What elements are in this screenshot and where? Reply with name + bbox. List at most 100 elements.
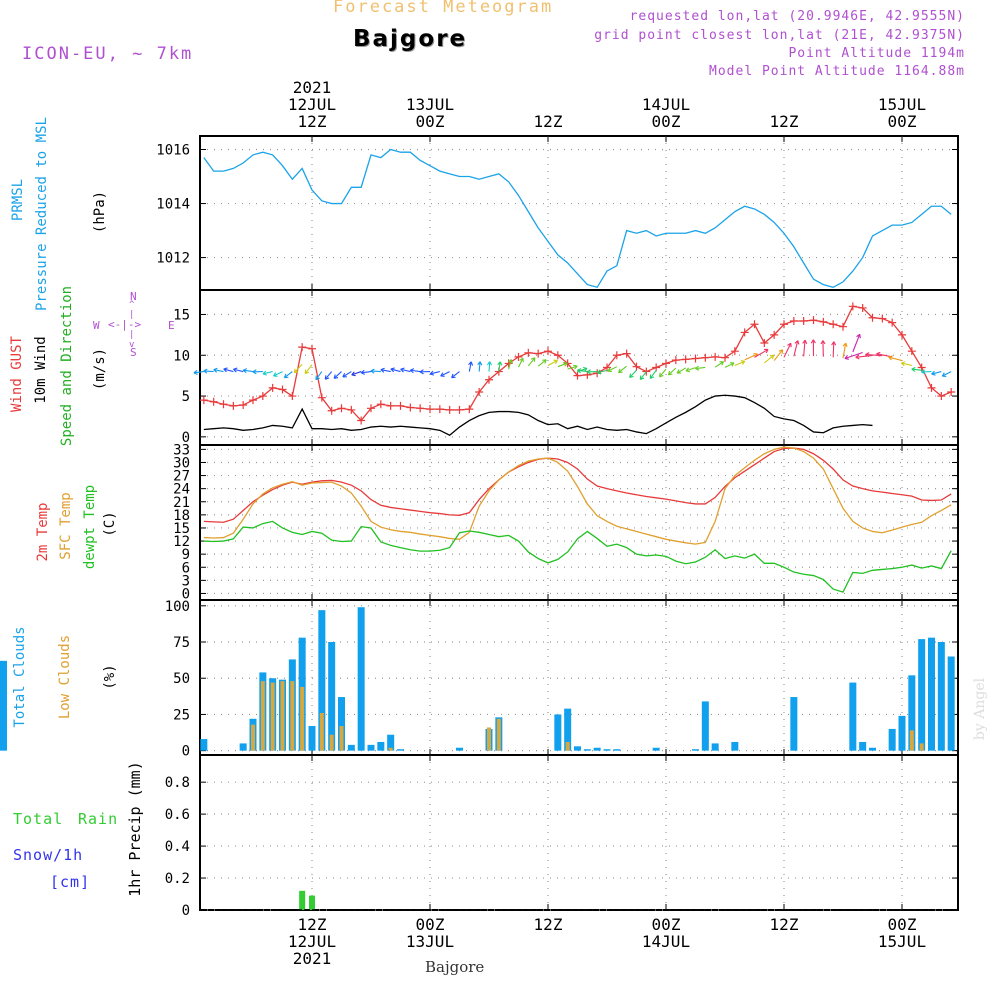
point-altitude: Point Altitude 1194m <box>788 46 965 61</box>
wind-arrow <box>557 362 568 368</box>
wind-arrow-head <box>324 375 330 380</box>
wind-arrow-head <box>667 370 673 376</box>
wind-arrow-head <box>856 333 861 339</box>
compass-n: N <box>130 290 137 303</box>
y-tick-label: 15 <box>173 307 190 323</box>
wind-arrow <box>193 371 204 374</box>
wind-arrow-head <box>639 375 645 381</box>
wind-arrow-head <box>468 361 474 366</box>
panel-frame-temp <box>199 444 959 601</box>
bar-total-clouds <box>908 675 916 751</box>
wind-arrow-head <box>440 372 445 377</box>
wind-arrow-head <box>844 355 849 360</box>
wind-arrow <box>315 371 323 380</box>
x-top-label: 14JUL <box>642 95 690 114</box>
bar-total-clouds <box>239 743 247 751</box>
x-top-label: 13JUL <box>406 95 454 114</box>
wind-arrow-head <box>409 368 415 374</box>
gust-marker <box>524 348 533 357</box>
y-tick-label: 50 <box>173 671 190 687</box>
panel-frame-wind <box>199 289 959 446</box>
wind-arrow <box>537 359 547 367</box>
wind-arrow <box>676 367 686 374</box>
x-bottom-label: 00Z <box>652 915 681 934</box>
x-bottom-label: 00Z <box>888 915 917 934</box>
wind-arrow <box>468 361 472 372</box>
wind-arrow-head <box>542 359 547 364</box>
x-top-label: 12Z <box>298 112 327 131</box>
wind-arrow-head <box>486 361 493 366</box>
gust-marker <box>504 359 513 368</box>
gust-marker <box>249 396 257 405</box>
panel-frame-precip <box>199 754 959 911</box>
wind-arrow-head <box>931 370 936 376</box>
wind-arrow-head <box>262 370 267 376</box>
wind-arrow <box>203 370 214 373</box>
wind-arrow-head <box>787 342 792 348</box>
bar-low-clouds <box>300 686 305 751</box>
gust-marker <box>721 353 729 362</box>
location-title: Bajgore <box>353 26 468 52</box>
y-tick-label: 30 <box>173 455 190 471</box>
wind-arrow <box>668 367 677 376</box>
y-tick-label: 0 <box>182 744 190 760</box>
line-wind-gust <box>203 305 952 422</box>
bar-low-clouds <box>260 681 265 751</box>
bar-total-clouds <box>692 749 699 751</box>
label-snow: Snow/1h <box>13 846 84 864</box>
y-tick-label: 27 <box>173 469 190 485</box>
wind-arrow <box>488 361 491 372</box>
wind-arrow <box>618 365 628 373</box>
wind-arrow <box>888 356 903 362</box>
gust-marker <box>308 344 316 353</box>
wind-arrow-head <box>233 367 238 373</box>
x-bottom-label: 13JUL <box>406 932 454 951</box>
wind-arrow-head <box>370 368 375 374</box>
wind-arrow-head <box>400 367 405 373</box>
bar-low-clouds <box>280 681 285 751</box>
wind-arrow <box>744 353 758 361</box>
gust-marker <box>386 401 395 410</box>
y-tick-label: 0.4 <box>165 839 190 855</box>
wind-arrow <box>518 357 524 368</box>
wind-arrow <box>714 361 724 368</box>
gust-marker <box>809 316 818 325</box>
wind-arrow <box>659 368 667 378</box>
bar-total-clouds <box>603 749 611 751</box>
wind-arrow <box>361 371 372 374</box>
wind-arrow <box>351 371 362 376</box>
compass-w: W <box>93 319 100 332</box>
wind-arrow <box>233 368 244 373</box>
wind-arrow-head <box>304 369 310 375</box>
bar-low-clouds <box>565 741 570 751</box>
gust-marker <box>947 387 956 396</box>
gust-marker <box>799 317 808 325</box>
wind-arrow-head <box>380 367 385 373</box>
wind-arrow-head <box>794 340 800 345</box>
wind-arrow <box>223 368 234 373</box>
wind-arrow <box>911 368 922 371</box>
gust-marker <box>632 362 641 371</box>
wind-arrow-head <box>921 369 926 375</box>
gust-marker <box>465 405 474 414</box>
wind-arrow-head <box>596 369 602 375</box>
y-tick-label: 18 <box>173 508 190 524</box>
model-altitude: Model Point Altitude 1164.88m <box>709 64 965 79</box>
x-top-label: 00Z <box>888 112 917 131</box>
compass-e: E <box>168 319 175 332</box>
wind-arrow-head <box>293 368 299 374</box>
x-bottom-label: 2021 <box>293 949 332 968</box>
wind-arrow <box>844 351 863 359</box>
gust-marker <box>327 406 336 415</box>
wind-arrow <box>607 366 618 372</box>
wind-arrows <box>193 333 952 381</box>
y-tick-label: 5 <box>182 389 190 405</box>
y-tick-label: 0 <box>182 903 190 919</box>
wind-arrow-head <box>831 341 837 346</box>
wind-arrow <box>304 364 313 374</box>
y-tick-label: 0 <box>182 586 190 602</box>
gust-marker <box>445 405 454 414</box>
wind-arrow-head <box>888 355 893 361</box>
gust-marker <box>544 347 552 356</box>
y-tick-label: 1016 <box>156 143 190 159</box>
